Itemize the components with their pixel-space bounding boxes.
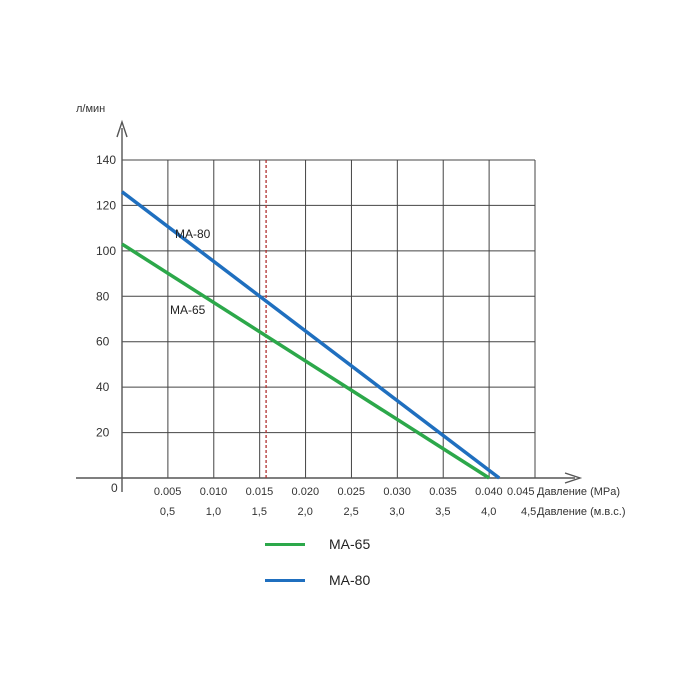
x2-tick-label-3: 2,0 — [298, 506, 313, 518]
legend-label-ma80: MA-80 — [329, 572, 371, 588]
origin-label: 0 — [111, 481, 118, 495]
x2-axis-label: Давление (м.в.с.) — [537, 506, 626, 518]
annotation-ma65: MA-65 — [170, 303, 206, 317]
y-tick-label-0: 20 — [96, 426, 110, 440]
axes — [76, 119, 583, 492]
x2-tick-label-2: 1,5 — [252, 506, 267, 518]
y-tick-label-2: 60 — [96, 335, 110, 349]
legend-swatch-ma80 — [265, 578, 305, 582]
x2-tick-label-5: 3,0 — [389, 506, 404, 518]
x2-tick-label-0: 0,5 — [160, 506, 175, 518]
y-tick-label-6: 140 — [96, 153, 116, 167]
series-line-ma-80 — [120, 190, 501, 480]
x-tick-label-5: 0.030 — [383, 486, 411, 498]
y-tick-label-1: 40 — [96, 380, 110, 394]
x-tick-label-8: 0.045 — [507, 486, 535, 498]
legend-item-ma80: MA-80 — [265, 569, 485, 591]
x2-tick-label-1: 1,0 — [206, 506, 221, 518]
annotation-ma80: MA-80 — [175, 227, 211, 241]
x-tick-label-4: 0.025 — [337, 486, 365, 498]
y-tick-label-3: 80 — [96, 289, 110, 303]
legend-item-ma65: MA-65 — [265, 533, 485, 555]
x-tick-label-7: 0.040 — [475, 486, 503, 498]
series-line-ma-65 — [121, 242, 491, 480]
x-tick-label-2: 0.015 — [246, 486, 274, 498]
x2-tick-label-7: 4,0 — [481, 506, 496, 518]
y-tick-label-4: 100 — [96, 244, 116, 258]
y-tick-label-5: 120 — [96, 198, 116, 212]
y-axis-label: л/мин — [76, 103, 105, 115]
tick-labels: 20 40 60 80 100 120 140 0.005 0,5 0.010 1,0 0.015 1,… — [96, 153, 536, 518]
x-axis-label: Давление (MPa) — [537, 486, 620, 498]
x-tick-label-3: 0.020 — [292, 486, 320, 498]
x-tick-label-6: 0.035 — [429, 486, 457, 498]
x2-tick-label-4: 2,5 — [343, 506, 358, 518]
x2-tick-label-6: 3,5 — [435, 506, 450, 518]
x-tick-label-0: 0.005 — [154, 486, 182, 498]
legend-label-ma65: MA-65 — [329, 536, 371, 552]
y-axis-arrow — [116, 119, 128, 138]
series-group — [120, 190, 501, 480]
x-axis-arrow — [564, 472, 583, 484]
x-tick-label-1: 0.010 — [200, 486, 228, 498]
legend-swatch-ma65 — [265, 542, 305, 546]
x2-tick-label-8: 4,5 — [521, 506, 536, 518]
grid — [122, 159, 536, 478]
